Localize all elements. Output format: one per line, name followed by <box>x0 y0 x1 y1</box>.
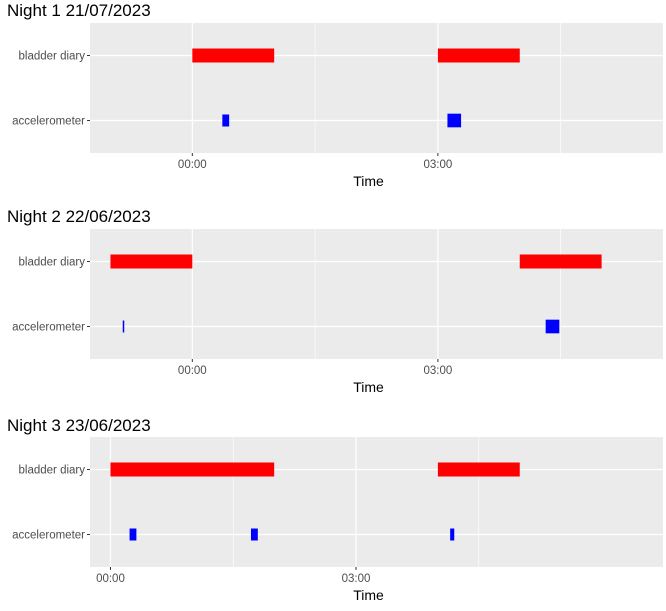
chart-title: Night 2 22/06/2023 <box>7 207 151 226</box>
plot-background <box>90 229 663 359</box>
y-tick-label: accelerometer <box>12 116 85 128</box>
accelerometer-bar <box>129 528 137 541</box>
x-tick-label: 00:00 <box>178 159 207 171</box>
y-tick-label: accelerometer <box>12 530 85 542</box>
chart-title: Night 1 21/07/2023 <box>7 1 151 20</box>
diary-bar <box>437 48 520 63</box>
x-axis-title: Time <box>353 173 384 189</box>
plot-background <box>90 23 663 153</box>
y-tick-label: bladder diary <box>19 257 86 269</box>
accelerometer-bar <box>545 319 560 334</box>
diary-bar <box>519 254 602 269</box>
y-tick-label: bladder diary <box>19 51 86 63</box>
night-1-chart: bladder diary accelerometer 00:00 03:00 Time <box>12 23 663 189</box>
x-tick-label: 03:00 <box>424 365 453 377</box>
x-axis-title: Time <box>353 587 384 603</box>
x-tick-label: 03:00 <box>342 573 371 585</box>
accelerometer-bar <box>122 320 125 333</box>
diary-bar <box>110 462 275 477</box>
night-1-panel: Night 1 21/07/2023 bladder diary accelero… <box>0 0 666 198</box>
night-2-chart: bladder diary accelerometer 00:00 03:00 Time <box>12 229 663 395</box>
y-tick-label: accelerometer <box>12 322 85 334</box>
night-3-chart: bladder diary accelerometer 00:00 03:00 Time <box>12 437 663 603</box>
accelerometer-bar <box>250 528 258 541</box>
diary-bar <box>437 462 520 477</box>
chart-title: Night 3 23/06/2023 <box>7 416 151 435</box>
accelerometer-bar <box>447 113 462 128</box>
night-2-panel: Night 2 22/06/2023 bladder diary accelero… <box>0 206 666 404</box>
x-tick-label: 03:00 <box>424 159 453 171</box>
diary-bar <box>110 254 193 269</box>
x-tick-label: 00:00 <box>96 573 125 585</box>
y-tick-label: bladder diary <box>19 465 86 477</box>
plot-background <box>90 437 663 567</box>
accelerometer-bar <box>450 528 455 541</box>
night-3-panel: Night 3 23/06/2023 bladder diary accelero… <box>0 415 666 611</box>
diary-bar <box>192 48 275 63</box>
x-tick-label: 00:00 <box>178 365 207 377</box>
x-axis-title: Time <box>353 379 384 395</box>
accelerometer-bar <box>222 114 230 127</box>
